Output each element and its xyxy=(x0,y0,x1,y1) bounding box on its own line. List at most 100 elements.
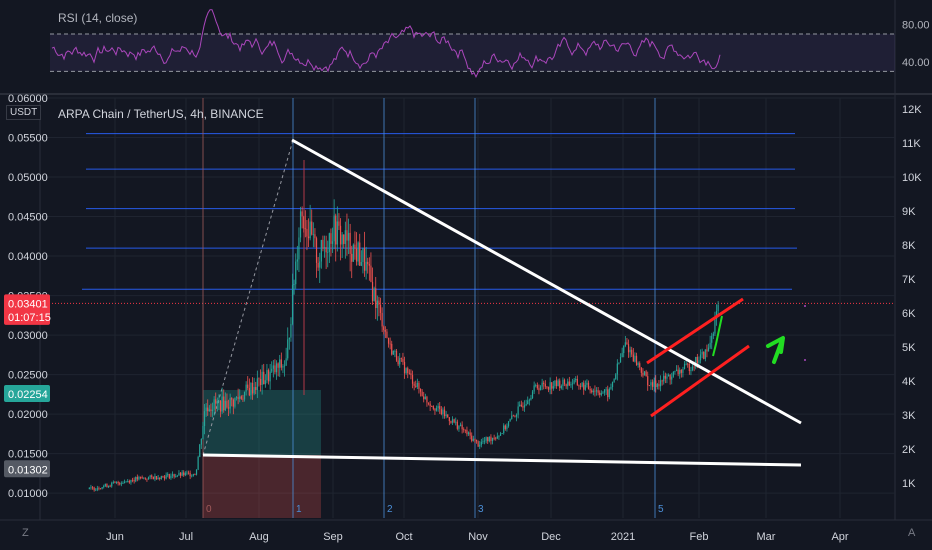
candle-body xyxy=(194,474,196,476)
candle-body xyxy=(253,387,255,394)
candle-body xyxy=(451,419,454,423)
candle-body xyxy=(704,349,706,359)
candle-body xyxy=(504,425,506,429)
candle-body xyxy=(419,388,422,392)
candle-body xyxy=(325,247,327,253)
candle-body xyxy=(570,384,572,386)
candle-body xyxy=(472,438,474,441)
candle-body xyxy=(549,382,551,390)
candle-body xyxy=(184,472,186,476)
candle-body xyxy=(181,472,183,476)
rsi-line xyxy=(51,9,721,78)
candle-body xyxy=(400,358,402,359)
time-tick-label: Mar xyxy=(757,531,776,543)
candle-body xyxy=(541,382,543,387)
candle-body xyxy=(523,405,526,408)
candle-body xyxy=(586,382,588,385)
candle-body xyxy=(456,421,458,429)
descending-trendline xyxy=(291,138,802,425)
candle-body xyxy=(503,425,505,434)
candle-body xyxy=(667,374,670,377)
candle-body xyxy=(197,456,199,470)
candle-body xyxy=(517,406,519,415)
candle-body xyxy=(360,262,362,266)
candle-body xyxy=(243,391,246,400)
candle-body xyxy=(336,221,338,245)
candle-body xyxy=(123,481,126,484)
candle-body xyxy=(186,472,188,474)
price-tick-label: 0.04500 xyxy=(8,212,48,224)
candle-body xyxy=(613,379,615,382)
green-arrow-up xyxy=(766,336,785,364)
currency-label[interactable]: USDT xyxy=(6,105,42,120)
candle-body xyxy=(498,435,500,437)
candle-body xyxy=(279,359,281,368)
candle-body xyxy=(568,381,570,386)
candle-body xyxy=(322,239,324,249)
price-tick-label: 0.03000 xyxy=(8,330,48,342)
candle-body xyxy=(144,477,146,479)
candle-body xyxy=(447,414,449,418)
candle-body xyxy=(461,424,463,430)
candle-body xyxy=(226,400,228,408)
candle-body xyxy=(696,356,698,364)
candle-body xyxy=(242,398,244,400)
candle-body xyxy=(379,304,382,313)
candle-body xyxy=(309,221,311,239)
candle-body xyxy=(111,482,113,487)
candle-body xyxy=(683,363,686,369)
price-badge-text: 01:07:15 xyxy=(8,312,51,324)
price-tick-label: 0.02500 xyxy=(8,370,48,382)
candle-body xyxy=(624,342,626,346)
candle-body xyxy=(599,392,601,395)
candle-body xyxy=(258,378,260,380)
candle-body xyxy=(634,355,636,362)
candle-layer xyxy=(88,199,719,492)
candle-body xyxy=(688,364,690,372)
candle-body xyxy=(122,483,124,484)
candle-body xyxy=(392,351,394,355)
candle-body xyxy=(288,337,290,340)
candle-body xyxy=(543,382,545,385)
price-badge xyxy=(4,460,50,478)
candle-body xyxy=(477,441,479,447)
candle-body xyxy=(319,261,321,268)
candle-body xyxy=(474,438,476,440)
candle-body xyxy=(679,369,681,375)
candle-body xyxy=(173,474,175,477)
candle-body xyxy=(224,400,226,411)
candle-body xyxy=(331,241,334,244)
candle-body xyxy=(328,233,330,252)
candle-body xyxy=(88,487,90,490)
candle-body xyxy=(707,347,710,352)
candle-body xyxy=(453,419,455,423)
candle-body xyxy=(437,406,439,409)
candle-body xyxy=(466,429,468,435)
candle-body xyxy=(426,396,428,403)
candle-body xyxy=(607,389,609,398)
price-tick-label: 0.06000 xyxy=(8,93,48,105)
candle-body xyxy=(90,487,92,489)
price-badge-text: 0.02254 xyxy=(8,389,48,401)
candle-body xyxy=(179,472,182,476)
candle-body xyxy=(157,477,159,480)
price-badge xyxy=(4,307,50,325)
rsi-pane: 80.00 40.00 xyxy=(50,9,930,78)
candle-body xyxy=(274,365,276,373)
candle-body xyxy=(175,476,177,478)
candle-body xyxy=(527,400,529,405)
cycle-label: 3 xyxy=(478,504,484,515)
candle-body xyxy=(463,429,465,431)
candle-body xyxy=(203,411,206,426)
candle-body xyxy=(367,261,369,265)
candle-body xyxy=(546,386,548,388)
right-tick-label: 7K xyxy=(902,274,916,286)
candle-body xyxy=(266,370,268,381)
candle-body xyxy=(147,477,150,480)
time-tick-label: Jun xyxy=(106,531,124,543)
candle-body xyxy=(160,476,162,480)
candle-body xyxy=(293,284,295,286)
candle-body xyxy=(539,386,542,391)
candle-body xyxy=(626,342,628,345)
